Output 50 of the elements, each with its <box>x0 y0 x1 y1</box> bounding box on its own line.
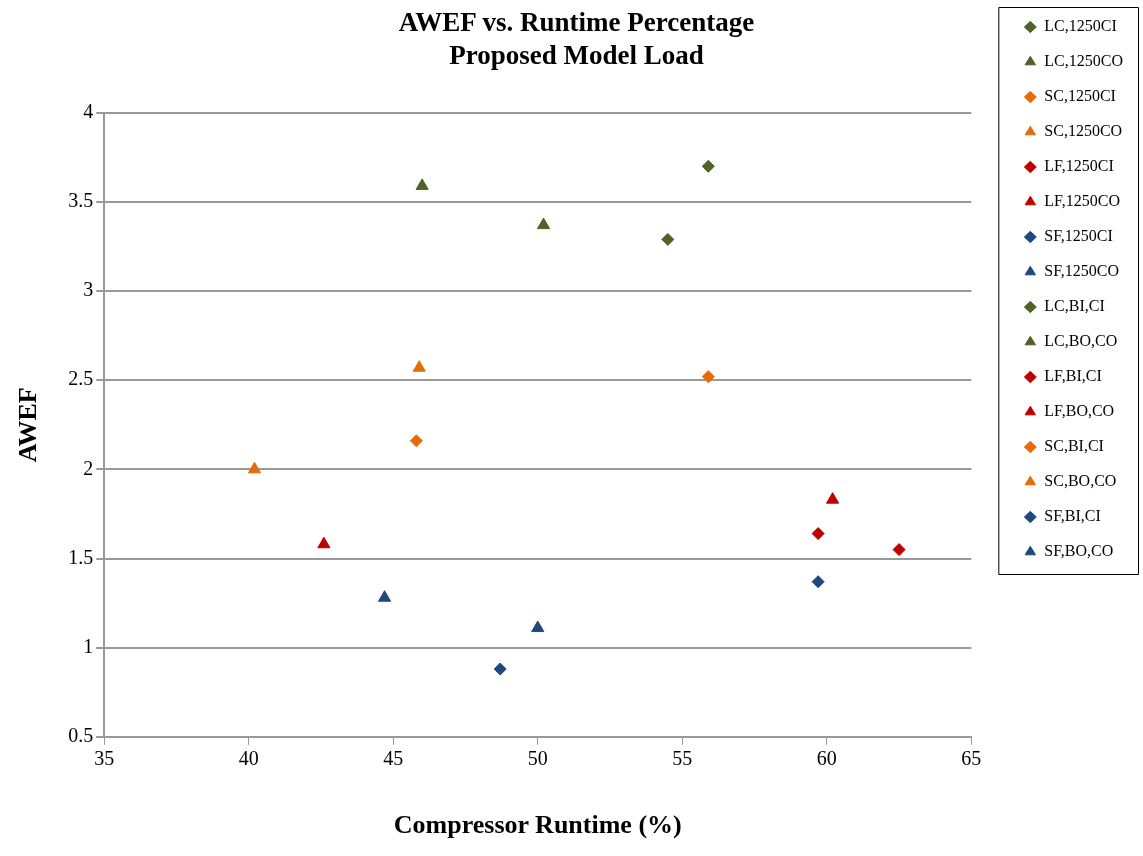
chart-title: AWEF vs. Runtime Percentage Proposed Model Load <box>398 7 755 70</box>
point <box>826 492 840 504</box>
point <box>247 461 262 474</box>
y-tick-label: 2 <box>83 456 94 479</box>
point <box>409 434 423 448</box>
y-tick-label: 0.5 <box>68 724 94 747</box>
legend-label: LC,BI,CI <box>1044 297 1105 315</box>
legend-label: LC,1250CI <box>1044 17 1117 35</box>
legend-label: LF,BO,CO <box>1044 402 1115 420</box>
x-axis-title: Compressor Runtime (%) <box>393 810 682 840</box>
y-tick-label: 3 <box>83 278 94 301</box>
legend-label: SF,1250CO <box>1044 262 1120 280</box>
legend-label: LF,1250CO <box>1044 192 1120 210</box>
legend-label: SF,BO,CO <box>1044 542 1114 560</box>
point <box>701 159 715 173</box>
y-tick-label: 4 <box>83 100 94 123</box>
point <box>317 536 331 549</box>
point <box>412 360 426 372</box>
point <box>493 662 507 676</box>
x-tick-label: 65 <box>961 747 982 770</box>
point <box>531 620 545 633</box>
legend-label: SF,BI,CI <box>1044 507 1101 525</box>
y-tick-label: 1.5 <box>68 545 94 568</box>
legend-label: SC,BI,CI <box>1044 437 1104 455</box>
legend-label: SC,1250CI <box>1044 87 1116 105</box>
y-tick-label: 1 <box>83 634 94 657</box>
x-tick-label: 35 <box>94 747 115 770</box>
point <box>811 575 825 589</box>
point <box>661 232 675 246</box>
legend-label: LC,BO,CO <box>1044 332 1118 350</box>
point <box>415 178 429 190</box>
y-axis-title: AWEF <box>13 387 43 463</box>
x-tick-label: 45 <box>383 747 404 770</box>
point <box>892 543 906 557</box>
legend-label: LF,BI,CI <box>1044 367 1102 385</box>
y-tick-label: 3.5 <box>68 189 94 212</box>
x-tick-label: 40 <box>238 747 259 770</box>
x-tick-label: 55 <box>672 747 693 770</box>
legend-label: SF,1250CI <box>1044 227 1113 245</box>
x-tick-label: 50 <box>527 747 548 770</box>
legend-label: LC,1250CO <box>1044 52 1123 70</box>
legend-label: LF,1250CI <box>1044 157 1114 175</box>
point <box>811 527 825 541</box>
x-tick-label: 60 <box>816 747 837 770</box>
legend-label: SC,BO,CO <box>1044 472 1117 490</box>
legend-label: SC,1250CO <box>1044 122 1123 140</box>
point <box>536 217 551 230</box>
y-tick-label: 2.5 <box>68 367 94 390</box>
point <box>701 370 715 384</box>
point <box>378 590 392 602</box>
